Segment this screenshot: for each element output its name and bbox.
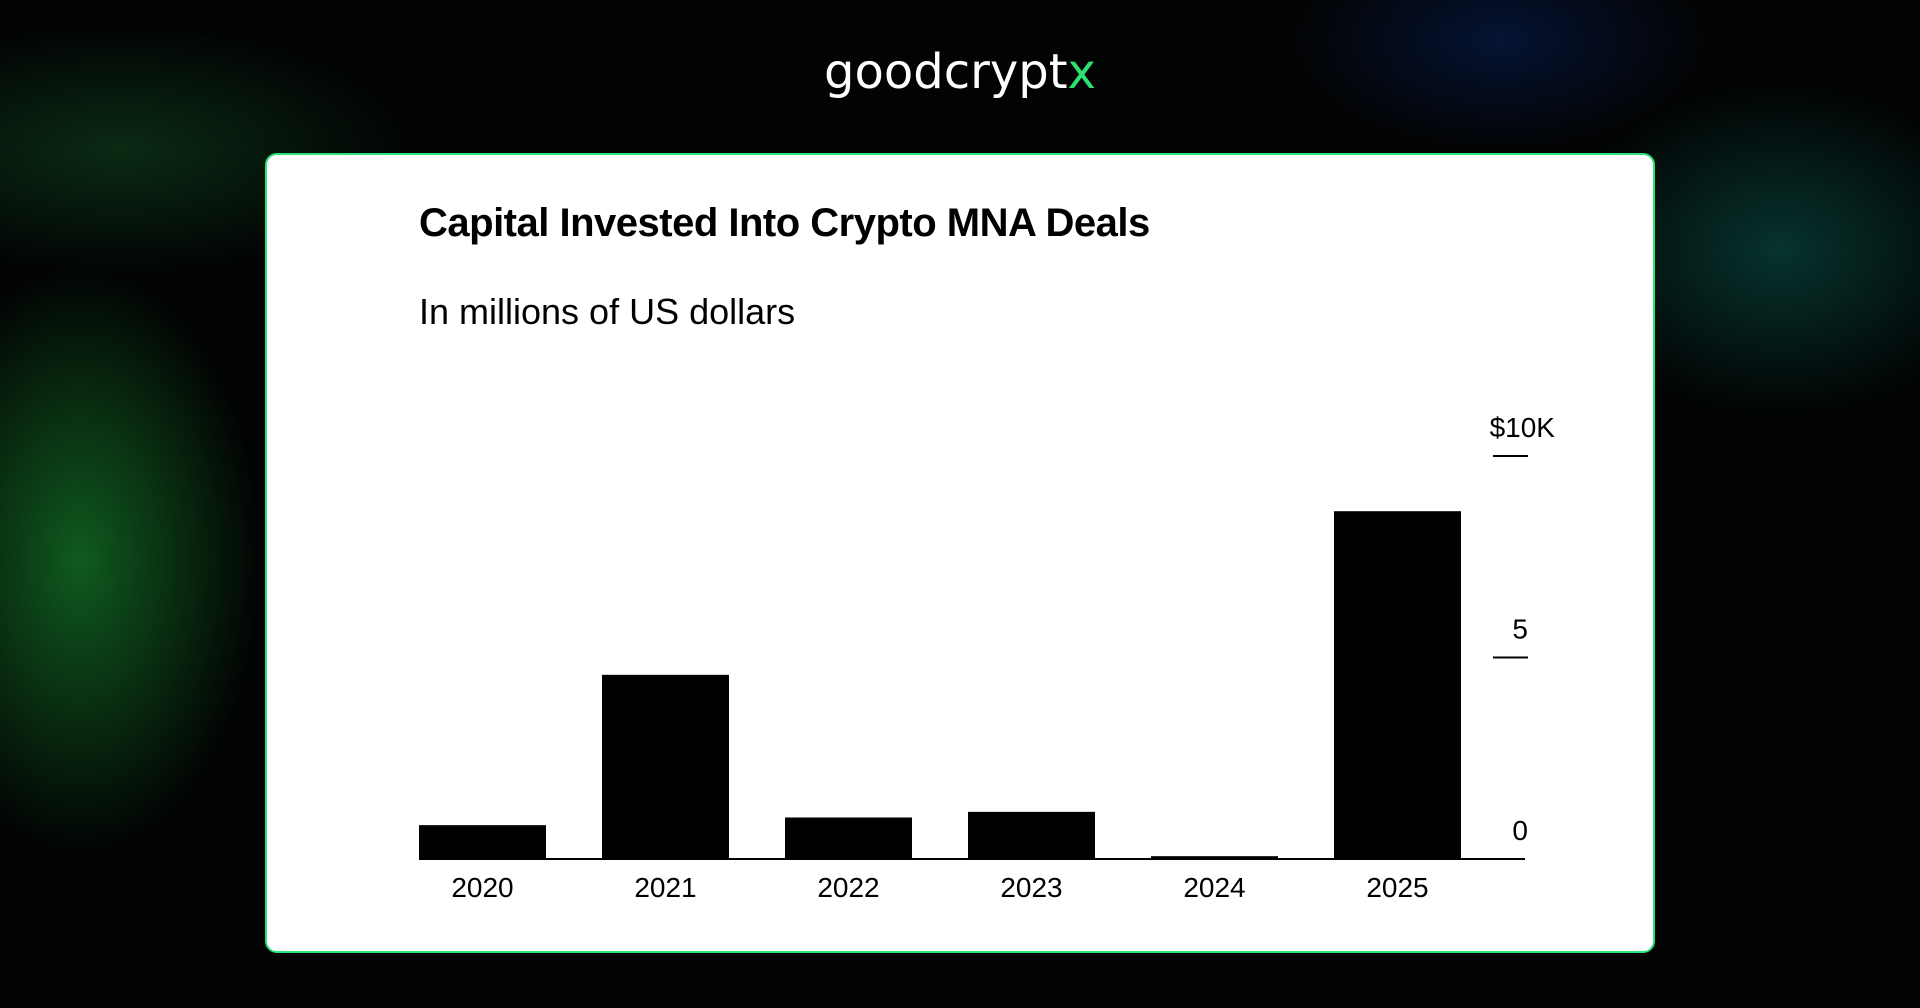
chart-card: Capital Invested Into Crypto MNA Deals I… — [265, 153, 1655, 953]
bar-chart: 2020 2021 2022 2023 2024 2025 0 5 $10K — [419, 412, 1556, 903]
chart-title: Capital Invested Into Crypto MNA Deals — [419, 201, 1150, 245]
x-tick-label: 2020 — [451, 872, 513, 903]
bar-2024 — [1151, 856, 1278, 859]
bar-2025 — [1334, 511, 1461, 859]
logo-text: goodcrypt — [824, 44, 1068, 100]
goodcrypto-logo: goodcryptx — [0, 44, 1920, 100]
y-tick-label: 5 — [1512, 614, 1528, 645]
x-tick-label: 2023 — [1000, 872, 1062, 903]
bar-2022 — [785, 817, 912, 859]
y-tick-label: $10K — [1490, 412, 1556, 443]
x-tick-label: 2022 — [817, 872, 879, 903]
bar-2023 — [968, 811, 1095, 859]
bar-2021 — [602, 674, 729, 859]
x-tick-label: 2024 — [1183, 872, 1245, 903]
x-tick-label: 2025 — [1366, 872, 1428, 903]
y-tick-label: 0 — [1512, 815, 1528, 846]
logo-accent-mark: x — [1067, 44, 1096, 100]
chart-subtitle: In millions of US dollars — [419, 291, 796, 332]
bar-2020 — [419, 825, 546, 859]
x-tick-label: 2021 — [634, 872, 696, 903]
